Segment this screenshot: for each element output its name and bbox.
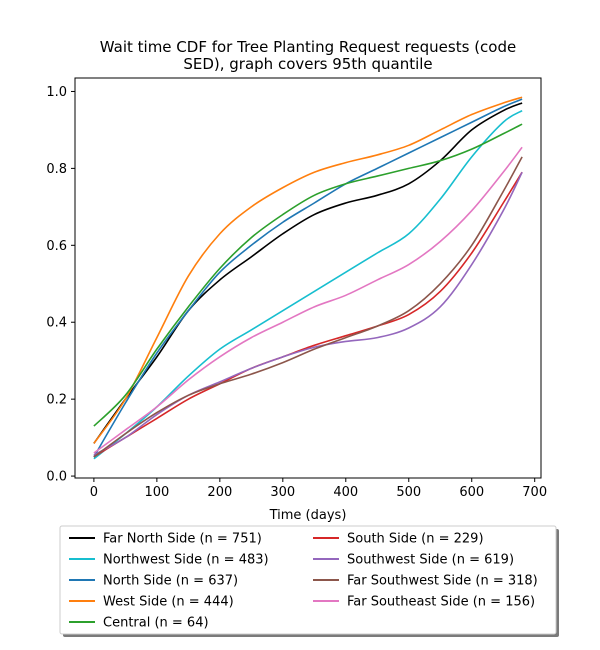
x-tick-label: 100 xyxy=(144,485,169,500)
y-tick-label: 0.0 xyxy=(46,470,67,485)
x-tick-label: 700 xyxy=(522,485,547,500)
x-tick-label: 300 xyxy=(270,485,295,500)
legend-label: West Side (n = 444) xyxy=(103,595,234,610)
series-line-0 xyxy=(93,102,523,444)
series-line-7 xyxy=(93,156,523,458)
x-tick-label: 600 xyxy=(459,485,484,500)
x-tick-label: 0 xyxy=(90,485,98,500)
chart-title-line-1: Wait time CDF for Tree Planting Request … xyxy=(100,38,516,56)
x-tick-label: 200 xyxy=(207,485,232,500)
legend-label: Far Southeast Side (n = 156) xyxy=(347,595,535,610)
legend-label: Far Southwest Side (n = 318) xyxy=(347,574,538,589)
y-tick-label: 0.8 xyxy=(46,162,67,177)
series-line-3 xyxy=(93,96,523,444)
y-tick-label: 0.6 xyxy=(46,239,67,254)
legend-box xyxy=(59,525,557,635)
series-line-4 xyxy=(93,123,523,427)
series-line-2 xyxy=(93,98,523,458)
y-tick-label: 0.2 xyxy=(46,393,67,408)
chart-title-line-2: SED), graph covers 95th quantile xyxy=(183,55,432,73)
legend-entries: Far North Side (n = 751) Northwest Side (… xyxy=(69,532,538,631)
legend-label: South Side (n = 229) xyxy=(347,532,484,547)
legend-label: Far North Side (n = 751) xyxy=(103,532,262,547)
series-line-8 xyxy=(93,146,523,454)
series-line-5 xyxy=(93,171,523,458)
series-lines xyxy=(93,96,523,460)
y-tick-label: 1.0 xyxy=(46,85,67,100)
x-axis-label: Time (days) xyxy=(269,508,347,523)
legend-label: Southwest Side (n = 619) xyxy=(347,553,514,568)
plot-area-frame xyxy=(74,77,542,479)
y-tick-label: 0.4 xyxy=(46,316,67,331)
legend-label: Northwest Side (n = 483) xyxy=(103,553,269,568)
legend: Far North Side (n = 751) Northwest Side (… xyxy=(59,525,559,637)
legend-label: North Side (n = 637) xyxy=(103,574,238,589)
x-tick-label: 400 xyxy=(333,485,358,500)
y-axis-ticks: 0.0 0.2 0.4 0.6 0.8 1.0 xyxy=(46,85,75,485)
x-tick-label: 500 xyxy=(396,485,421,500)
series-line-1 xyxy=(93,109,523,460)
x-axis-ticks: 0 100 200 300 400 500 600 700 xyxy=(90,478,547,500)
legend-label: Central (n = 64) xyxy=(103,616,209,631)
series-line-6 xyxy=(93,171,523,456)
